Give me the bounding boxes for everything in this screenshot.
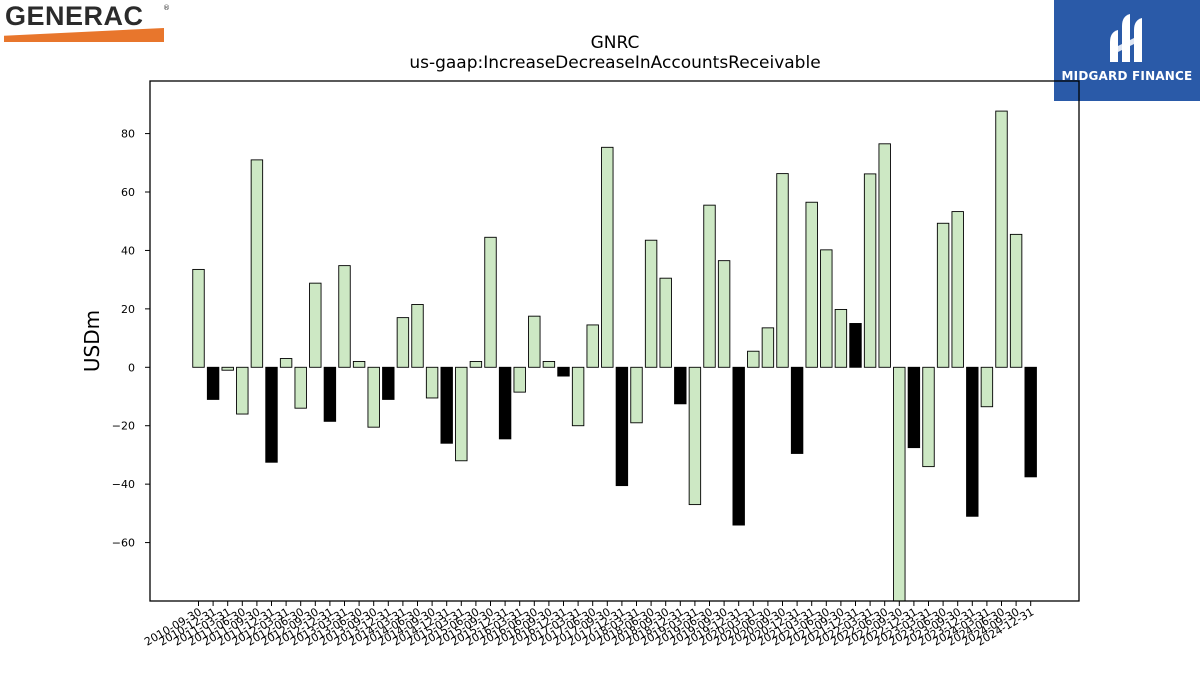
bar-2019-06-30 (703, 204, 716, 368)
bar-2020-06-30 (761, 327, 775, 368)
bar-series (192, 110, 1037, 602)
chart-title: GNRC (591, 33, 640, 53)
plot-frame (149, 80, 1080, 602)
bar-2024-12-31 (1024, 366, 1037, 478)
bar-2023-09-30 (951, 211, 964, 368)
bar-2021-03-31 (805, 201, 818, 368)
bar-2017-06-30 (586, 324, 599, 368)
bar-2015-09-30 (484, 236, 497, 368)
bar-2016-09-30 (542, 360, 556, 368)
bar-2024-09-30 (1009, 233, 1023, 368)
bar-2022-03-31 (863, 173, 877, 368)
x-axis: 2010-09-302010-12-312011-03-312011-06-30… (142, 601, 1036, 649)
bar-2018-03-31 (630, 366, 643, 424)
bar-2023-03-31 (922, 366, 935, 468)
bar-2015-06-30 (469, 360, 483, 368)
bar-2021-09-30 (834, 308, 848, 368)
bar-2017-09-30 (601, 146, 614, 368)
bar-2023-12-31 (966, 366, 979, 517)
bar-2013-12-31 (382, 366, 395, 400)
midgard-finance-logo: MIDGARD FINANCE (1054, 0, 1200, 101)
bar-2016-12-31 (557, 366, 570, 377)
bar-2011-06-30 (236, 366, 249, 415)
bar-2012-06-30 (294, 366, 307, 409)
bar-2013-03-31 (338, 265, 351, 368)
bar-2014-06-30 (411, 304, 424, 368)
y-tick-label: −40 (112, 478, 135, 491)
bar-2017-12-31 (615, 366, 629, 487)
bar-2012-09-30 (309, 282, 322, 368)
y-axis-label: USDm (80, 310, 104, 372)
bar-2012-12-31 (323, 366, 337, 422)
bar-2018-06-30 (644, 239, 658, 368)
bar-2016-06-30 (528, 315, 541, 368)
midgard-emblem-icon (1110, 14, 1142, 62)
bar-2019-03-31 (688, 366, 702, 506)
chart-subtitle: us-gaap:IncreaseDecreaseInAccountsReceiv… (409, 53, 820, 73)
bar-2023-06-30 (936, 222, 950, 368)
bar-2014-09-30 (425, 366, 439, 399)
generac-logo: GENERAC ® (0, 0, 175, 48)
y-tick-label: 60 (121, 186, 135, 199)
bar-2014-03-31 (396, 317, 410, 368)
bar-2013-06-30 (352, 360, 366, 368)
bar-2020-09-30 (776, 173, 789, 368)
bar-2017-03-31 (571, 366, 585, 427)
bar-2011-12-31 (265, 366, 278, 463)
bar-2014-12-31 (440, 366, 453, 444)
bar-2022-09-30 (893, 366, 906, 602)
bar-2016-03-31 (513, 366, 526, 393)
generac-registered-mark: ® (163, 4, 170, 12)
bar-2020-12-31 (790, 366, 804, 454)
y-tick-label: −20 (112, 420, 135, 433)
midgard-logo-text: MIDGARD FINANCE (1061, 69, 1193, 83)
bar-2015-12-31 (498, 366, 512, 440)
bar-2021-12-31 (849, 323, 862, 368)
bar-2022-12-31 (907, 366, 921, 449)
bar-2012-03-31 (279, 358, 293, 368)
bar-2020-03-31 (747, 350, 760, 368)
y-tick-label: 40 (121, 244, 135, 257)
y-tick-label: −60 (112, 537, 135, 550)
bar-2019-12-31 (732, 366, 745, 526)
bar-2018-12-31 (674, 366, 687, 405)
bar-2015-03-31 (455, 366, 468, 462)
y-tick-label: 80 (121, 128, 135, 141)
bar-2024-03-31 (980, 366, 994, 408)
bar-2011-09-30 (250, 159, 264, 368)
bar-2024-06-30 (995, 110, 1008, 368)
bar-2010-09-30 (192, 268, 205, 368)
bar-2018-09-30 (659, 277, 672, 368)
y-axis: −60 −40 −20 0 20 40 60 80 (112, 128, 150, 550)
generac-logo-text: GENERAC (5, 1, 144, 31)
bar-2019-09-30 (717, 260, 731, 368)
y-tick-label: 0 (128, 361, 135, 374)
bar-2011-03-31 (221, 366, 234, 371)
bar-2021-06-30 (820, 249, 833, 368)
bar-2010-12-31 (206, 366, 220, 400)
bar-2013-09-30 (367, 366, 380, 428)
bar-2022-06-30 (878, 143, 891, 368)
y-tick-label: 20 (121, 303, 135, 316)
